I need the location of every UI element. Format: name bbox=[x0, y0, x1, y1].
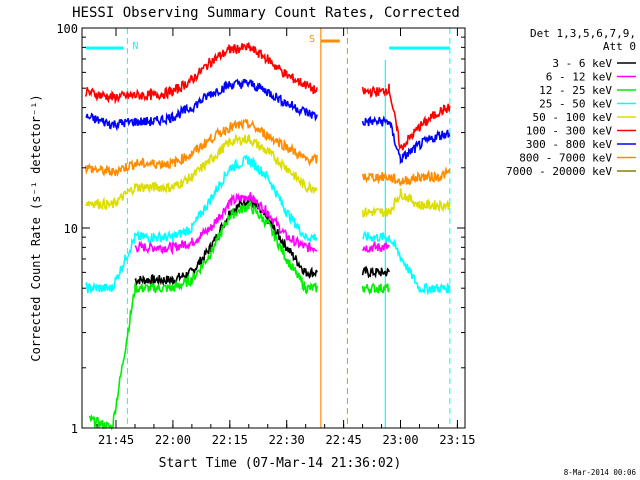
series-line bbox=[361, 240, 390, 254]
footer-date: 8-Mar-2014 00:06 bbox=[564, 468, 637, 477]
legend-label: 300 - 800 keV bbox=[526, 138, 612, 151]
series-line bbox=[362, 230, 451, 296]
series-line bbox=[84, 118, 318, 178]
series-line bbox=[84, 42, 318, 105]
series-line bbox=[361, 282, 390, 296]
legend-label: 25 - 50 keV bbox=[539, 98, 612, 111]
series-line bbox=[361, 188, 451, 219]
legend-label: 7000 - 20000 keV bbox=[506, 165, 612, 178]
flag-label-s: S bbox=[309, 34, 315, 45]
x-tick-label: 23:00 bbox=[382, 433, 418, 447]
legend-label: 3 - 6 keV bbox=[552, 57, 612, 70]
series-line bbox=[85, 133, 318, 210]
series-line bbox=[361, 115, 451, 165]
axis-ticks: 21:45 22:00 22:15 22:30 22:45 23:00 23:15 1 10 10… bbox=[56, 22, 475, 447]
series-line bbox=[88, 199, 318, 431]
series-line bbox=[85, 154, 318, 294]
legend-header: Det 1,3,5,6,7,9, bbox=[530, 27, 636, 40]
legend-label: 800 - 7000 keV bbox=[519, 152, 612, 165]
plot-area: NS bbox=[84, 28, 451, 431]
svg-text:Corrected Count Rate (s⁻¹ dete: Corrected Count Rate (s⁻¹ detector⁻¹) bbox=[29, 94, 43, 361]
chart-title: HESSI Observing Summary Count Rates, Cor… bbox=[72, 5, 460, 21]
legend-label: 50 - 100 keV bbox=[533, 111, 613, 124]
x-tick-label: 22:00 bbox=[155, 433, 191, 447]
x-tick-label: 22:15 bbox=[212, 433, 248, 447]
legend-label: 100 - 300 keV bbox=[526, 125, 612, 138]
series-line bbox=[134, 192, 318, 256]
y-tick-label: 1 bbox=[71, 422, 78, 436]
series-line bbox=[134, 196, 318, 287]
x-tick-label: 22:45 bbox=[326, 433, 362, 447]
y-axis-label: Corrected Count Rate (s⁻¹ detector⁻¹) bbox=[29, 94, 43, 361]
x-axis-label: Start Time (07-Mar-14 21:36:02) bbox=[159, 456, 402, 471]
x-tick-label: 22:30 bbox=[269, 433, 305, 447]
flag-label-n: N bbox=[132, 41, 138, 52]
y-tick-label: 100 bbox=[56, 22, 78, 36]
legend-header: Att 0 bbox=[603, 40, 636, 53]
series-line bbox=[361, 83, 451, 151]
x-tick-label: 23:15 bbox=[439, 433, 475, 447]
series-line bbox=[361, 265, 390, 279]
legend-label: 6 - 12 keV bbox=[546, 71, 613, 84]
series-line bbox=[85, 78, 318, 132]
y-tick-label: 10 bbox=[64, 222, 78, 236]
x-tick-label: 21:45 bbox=[98, 433, 134, 447]
legend-label: 12 - 25 keV bbox=[539, 84, 612, 97]
series-line bbox=[361, 165, 451, 186]
